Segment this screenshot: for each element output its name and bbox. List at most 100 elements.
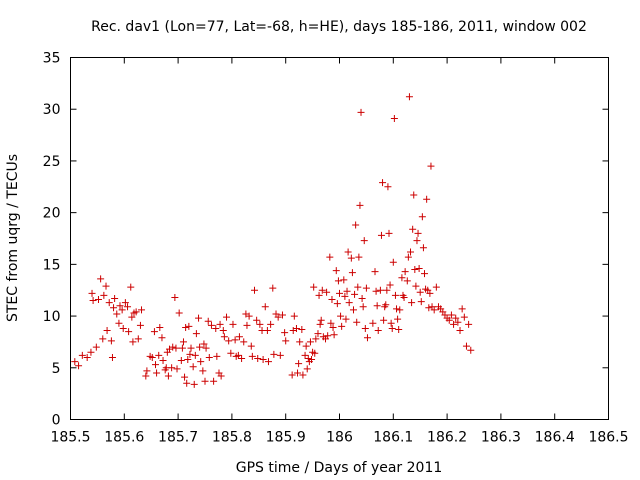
- data-point: [136, 321, 144, 329]
- data-point: [184, 356, 192, 364]
- data-point: [353, 318, 361, 326]
- data-point: [202, 344, 210, 352]
- y-tick-label: 10: [43, 309, 61, 325]
- data-point: [421, 270, 429, 278]
- data-point: [148, 353, 156, 361]
- data-point: [129, 338, 137, 346]
- data-point: [301, 351, 309, 359]
- data-point: [332, 267, 340, 275]
- data-point: [234, 351, 242, 359]
- data-point: [192, 330, 200, 338]
- data-point: [263, 327, 271, 335]
- data-point: [164, 372, 172, 380]
- data-point: [371, 268, 379, 276]
- data-point: [354, 283, 362, 291]
- data-point: [303, 365, 311, 373]
- data-point: [411, 266, 419, 274]
- data-point: [204, 317, 212, 325]
- data-point: [445, 316, 453, 324]
- data-point: [134, 335, 142, 343]
- data-point: [427, 162, 435, 170]
- data-point: [281, 329, 289, 337]
- data-point: [254, 354, 262, 362]
- data-point: [113, 310, 121, 318]
- data-point: [171, 293, 179, 301]
- data-point: [413, 237, 421, 245]
- data-point: [326, 253, 334, 261]
- data-point: [235, 333, 243, 341]
- data-point: [458, 305, 466, 313]
- data-point: [341, 292, 349, 300]
- data-point: [191, 351, 199, 359]
- x-tick-label: 185.5: [50, 430, 90, 446]
- data-point: [216, 320, 224, 328]
- data-point: [452, 314, 460, 322]
- data-point: [201, 377, 209, 385]
- data-point: [409, 225, 417, 233]
- data-point: [447, 311, 455, 319]
- data-point: [153, 369, 161, 377]
- x-tick-label: 185.8: [212, 430, 252, 446]
- data-point: [391, 291, 399, 299]
- data-point: [220, 333, 228, 341]
- data-point: [179, 338, 187, 346]
- y-tick-label: 20: [43, 206, 61, 222]
- data-point: [351, 290, 359, 298]
- data-point: [175, 309, 183, 317]
- data-point: [217, 372, 225, 380]
- data-point: [299, 371, 307, 379]
- data-point: [199, 367, 207, 375]
- data-point: [384, 183, 392, 191]
- data-point: [355, 253, 363, 261]
- data-point: [296, 338, 304, 346]
- data-point: [334, 277, 342, 285]
- data-point: [294, 369, 302, 377]
- data-point: [345, 299, 353, 307]
- data-point: [105, 299, 113, 307]
- data-point: [426, 289, 434, 297]
- data-point: [212, 324, 220, 332]
- data-point: [183, 379, 191, 387]
- data-point: [410, 191, 418, 199]
- x-tick-label: 186: [326, 430, 353, 446]
- data-point: [382, 301, 390, 309]
- data-point: [336, 289, 343, 297]
- data-point: [71, 358, 79, 366]
- data-point: [298, 326, 306, 334]
- data-point: [408, 299, 416, 307]
- y-tick-label: 0: [52, 413, 61, 429]
- data-point: [213, 352, 221, 360]
- data-point: [210, 377, 218, 385]
- data-point: [419, 244, 427, 252]
- data-point: [328, 296, 336, 304]
- data-point: [407, 248, 415, 256]
- data-point: [259, 356, 267, 364]
- data-point: [247, 342, 255, 350]
- data-point: [415, 264, 423, 272]
- data-point: [187, 344, 195, 352]
- x-tick-label: 186.5: [588, 430, 628, 446]
- y-tick-label: 35: [43, 51, 61, 67]
- data-point: [412, 282, 420, 290]
- data-point: [398, 274, 406, 282]
- data-point: [231, 336, 239, 344]
- data-point: [118, 306, 126, 314]
- data-point: [314, 330, 322, 338]
- data-point: [358, 294, 366, 302]
- data-point: [317, 316, 325, 324]
- x-tick-label: 185.9: [266, 430, 306, 446]
- data-point: [87, 348, 95, 356]
- data-point: [405, 93, 413, 101]
- data-point: [107, 337, 115, 345]
- data-point: [168, 364, 176, 372]
- data-point: [102, 282, 110, 290]
- data-points: [71, 93, 475, 388]
- data-point: [150, 328, 158, 336]
- data-point: [377, 231, 385, 239]
- data-point: [388, 324, 396, 332]
- data-point: [385, 229, 393, 237]
- data-point: [418, 213, 426, 221]
- data-point: [359, 303, 367, 311]
